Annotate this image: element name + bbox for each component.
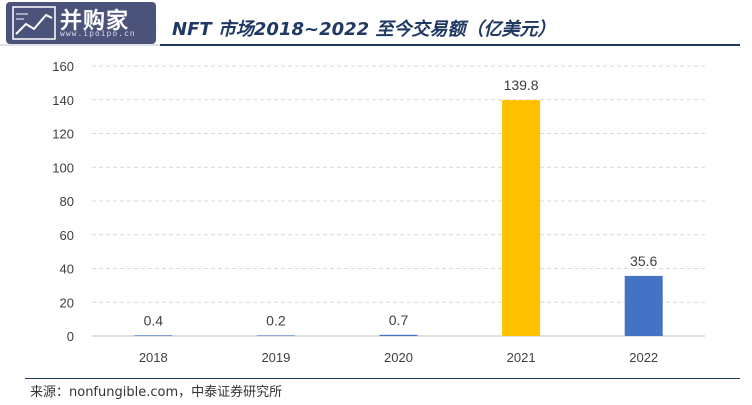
bar-2021 bbox=[502, 100, 541, 337]
data-label-2018: 0.4 bbox=[144, 312, 164, 328]
gridlines bbox=[92, 65, 705, 303]
x-tick-label: 2018 bbox=[139, 350, 168, 365]
bar-2022 bbox=[624, 275, 663, 336]
chart-title: NFT 市场2018~2022 至今交易额（亿美元） bbox=[172, 19, 556, 40]
data-label-2019: 0.2 bbox=[266, 312, 286, 328]
x-tick-label: 2020 bbox=[384, 350, 413, 365]
data-labels: 0.4 0.2 0.7 139.8 35.6 bbox=[144, 77, 658, 328]
x-axis: 2018 2019 2020 2021 2022 bbox=[139, 350, 658, 365]
x-tick-label: 2019 bbox=[261, 350, 290, 365]
x-tick-label: 2021 bbox=[507, 350, 536, 365]
y-tick-label: 120 bbox=[52, 127, 74, 142]
data-label-2022: 35.6 bbox=[630, 253, 657, 269]
y-tick-label: 160 bbox=[52, 59, 74, 74]
source-note: 来源：nonfungible.com，中泰证券研究所 bbox=[30, 385, 283, 400]
y-tick-label: 100 bbox=[52, 160, 74, 175]
y-tick-label: 20 bbox=[60, 295, 74, 310]
y-tick-label: 0 bbox=[67, 329, 74, 344]
y-tick-label: 60 bbox=[60, 228, 74, 243]
x-tick-label: 2022 bbox=[629, 350, 658, 365]
bars bbox=[134, 100, 663, 337]
watermark-logo: 并购家 www.ipoipo.cn bbox=[0, 0, 160, 46]
logo-text: 并购家 bbox=[60, 9, 130, 34]
y-axis: 0 20 40 60 80 100 120 140 160 bbox=[52, 59, 705, 344]
data-label-2020: 0.7 bbox=[389, 312, 409, 328]
chart-trend-icon bbox=[12, 6, 56, 40]
bar-2019 bbox=[256, 335, 295, 336]
footer-divider bbox=[25, 378, 740, 379]
logo-background bbox=[6, 2, 156, 44]
bar-2020 bbox=[379, 334, 418, 336]
bar-2018 bbox=[134, 335, 173, 336]
logo-subtext: www.ipoipo.cn bbox=[60, 29, 136, 38]
y-tick-label: 40 bbox=[60, 262, 74, 277]
bar-chart: 0 20 40 60 80 100 120 140 160 0.4 0.2 0.7 139.8 35.6… bbox=[52, 59, 705, 365]
data-label-2021: 139.8 bbox=[504, 77, 539, 93]
y-tick-label: 140 bbox=[52, 93, 74, 108]
y-tick-label: 80 bbox=[60, 194, 74, 209]
